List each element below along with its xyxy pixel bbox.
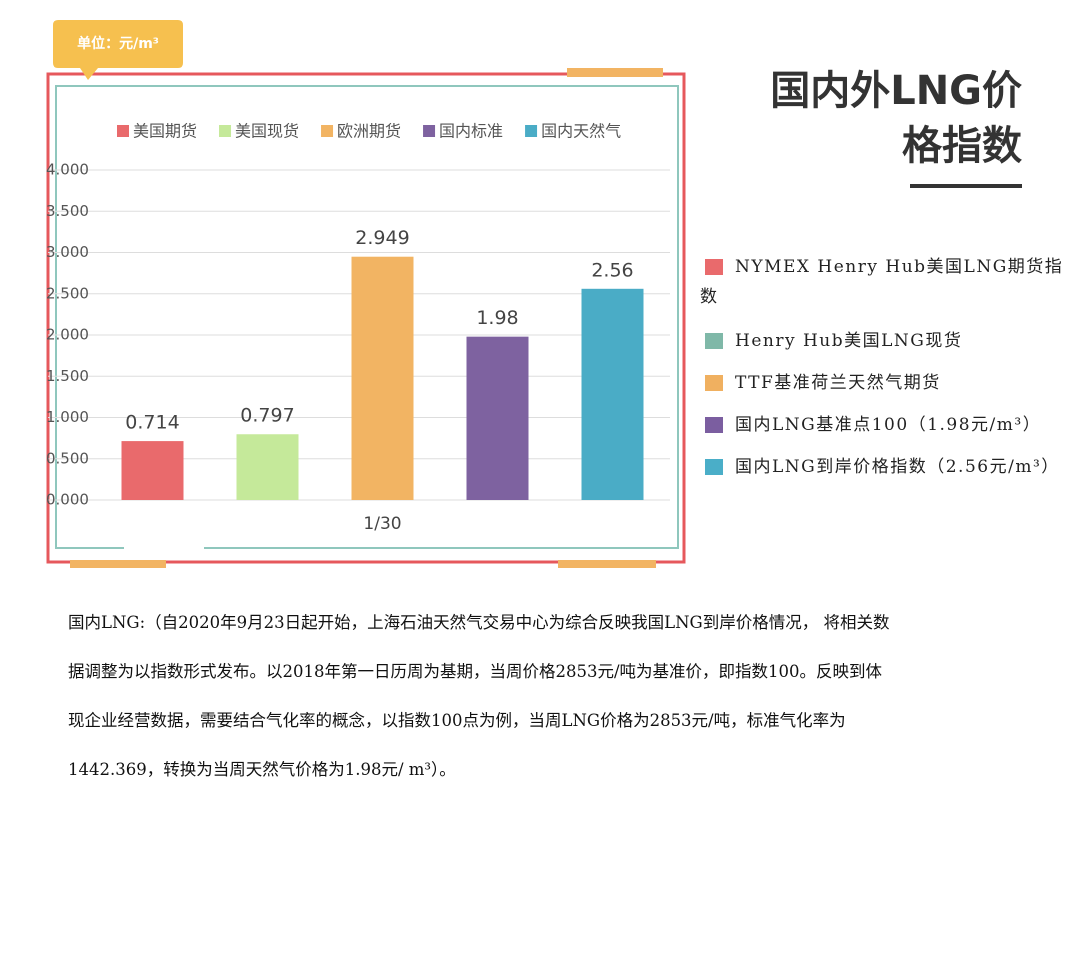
chart: 单位：元/m³ 0.000 0.500 1.000 1.500 2.000 2.500 3.… — [46, 20, 686, 568]
y-tick-label: 0.500 — [46, 449, 89, 467]
legend-label: 国内天然气 — [541, 122, 621, 141]
bar — [581, 288, 644, 500]
note: NYMEX Henry Hub美国LNG期货指数 — [700, 252, 1072, 312]
paragraph-line: 现企业经营数据，需要结合气化率的概念，以指数100点为例，当周LNG价格为285… — [68, 711, 846, 730]
bar — [121, 441, 184, 500]
bar — [236, 434, 299, 500]
value-label: 0.714 — [125, 412, 179, 434]
value-label: 2.949 — [355, 227, 409, 249]
tab — [567, 68, 663, 77]
legend-swatch — [321, 125, 334, 137]
title-rule — [910, 184, 1022, 188]
x-tick-label: 1/30 — [363, 514, 401, 534]
y-tick-label: 3.500 — [46, 202, 89, 220]
chart-frame — [46, 72, 686, 564]
inner-frame — [55, 85, 679, 549]
y-tick-label: 4.000 — [46, 161, 89, 179]
legend-label: 欧洲期货 — [337, 122, 401, 141]
gap — [124, 544, 204, 552]
y-tick-label: 1.500 — [46, 367, 89, 385]
unit-badge — [53, 20, 183, 80]
note: TTF基准荷兰天然气期货 — [700, 368, 1072, 398]
legend-label: 美国期货 — [133, 122, 197, 141]
note: 国内LNG到岸价格指数（2.56元/m³） — [700, 452, 1072, 482]
y-tick-label: 2.000 — [46, 326, 89, 344]
y-tick-label: 0.000 — [46, 491, 89, 509]
note-text: TTF基准荷兰天然气期货 — [735, 373, 941, 393]
legend-swatch — [117, 125, 129, 137]
paragraph-line: 1442.369，转换为当周天然气价格为1.98元/ m³）。 — [68, 760, 456, 779]
note-text: NYMEX Henry Hub美国LNG期货指数 — [700, 257, 1064, 307]
paragraph-line: 据调整为以指数形式发布。以2018年第一日历周为基期，当周价格2853元/吨为基… — [68, 662, 883, 681]
bar — [466, 336, 529, 500]
value-label: 1.98 — [476, 307, 518, 329]
unit-label: 单位：元/m³ — [77, 35, 159, 52]
title-line: 国内外LNG价 — [770, 68, 1022, 114]
note-swatch — [705, 459, 723, 475]
paragraph-line: 国内LNG:（自2020年9月23日起开始，上海石油天然气交易中心为综合反映我国… — [68, 613, 890, 632]
title-line: 格指数 — [902, 123, 1022, 169]
bar — [351, 256, 414, 500]
note-swatch — [705, 375, 723, 391]
y-tick-label: 1.000 — [46, 408, 89, 426]
legend-swatch — [525, 125, 538, 137]
legend-label: 国内标准 — [439, 122, 503, 141]
value-label: 0.797 — [240, 405, 294, 427]
note-text: Henry Hub美国LNG现货 — [735, 331, 963, 351]
note: Henry Hub美国LNG现货 — [700, 326, 1072, 356]
note-swatch — [705, 333, 723, 349]
note-text: 国内LNG基准点100（1.98元/m³） — [735, 415, 1042, 435]
y-tick-label: 3.000 — [46, 243, 89, 261]
note-swatch — [705, 417, 723, 433]
legend-swatch — [423, 125, 436, 137]
legend-swatch — [219, 125, 232, 137]
legend-label: 美国现货 — [235, 122, 299, 141]
value-label: 2.56 — [591, 259, 633, 281]
note-swatch — [705, 259, 723, 275]
note: 国内LNG基准点100（1.98元/m³） — [700, 410, 1072, 440]
tab — [558, 560, 656, 568]
note-text: 国内LNG到岸价格指数（2.56元/m³） — [735, 457, 1060, 477]
tab — [70, 560, 166, 568]
y-tick-label: 2.500 — [46, 284, 89, 302]
